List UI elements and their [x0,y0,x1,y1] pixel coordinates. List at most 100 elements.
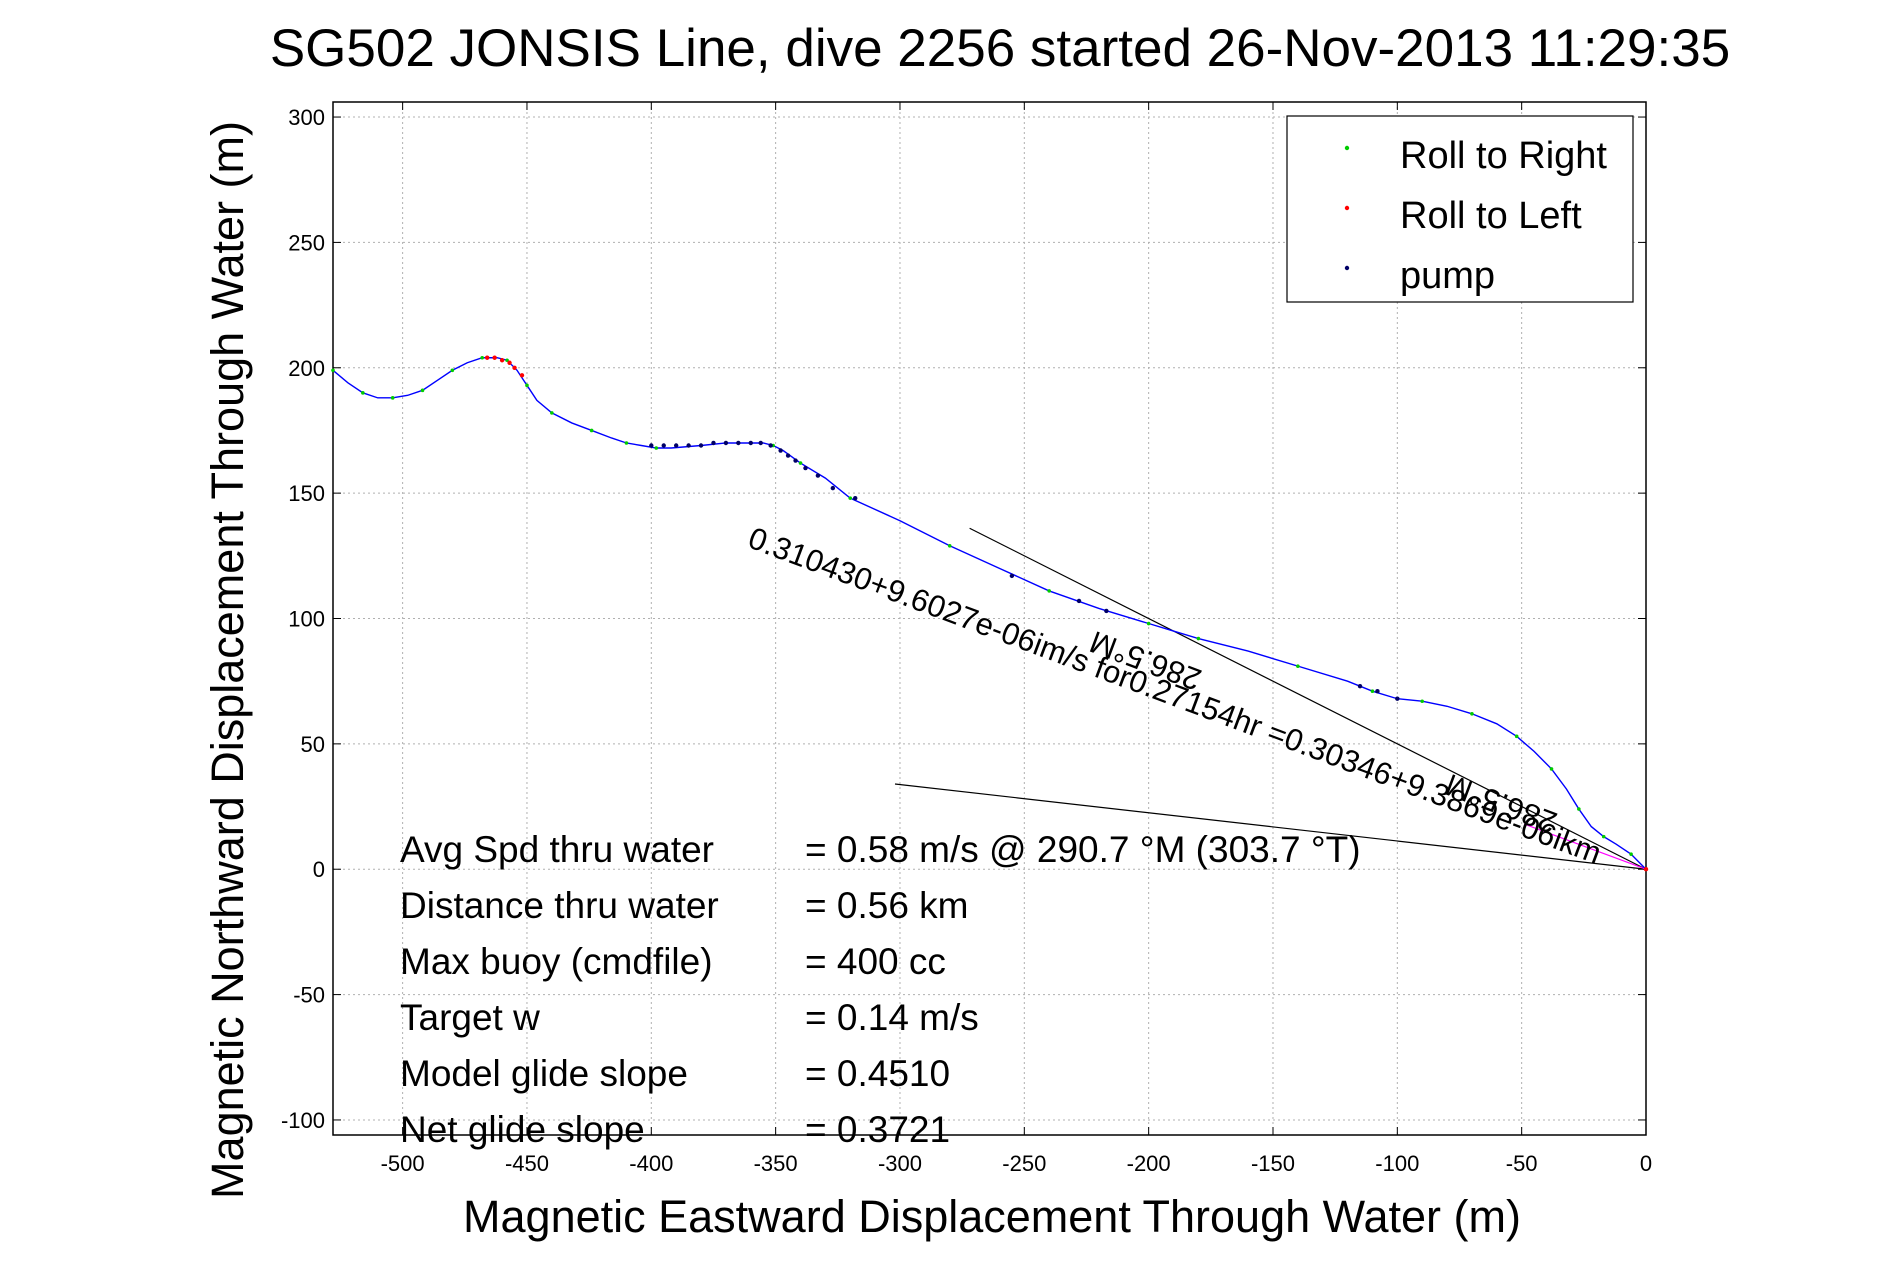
legend-marker [1344,205,1350,211]
stat-value: = 0.56 km [805,885,969,926]
roll-right-point [480,355,485,360]
roll-right-point [848,496,853,500]
roll-right-point [525,383,529,388]
y-tick-label: 50 [301,732,325,757]
roll-right-point [420,388,425,393]
x-tick-label: -200 [1127,1151,1171,1176]
x-tick-label: -300 [878,1151,922,1176]
roll-right-point [1514,734,1519,739]
legend-label: pump [1400,255,1495,297]
roll-right-point [550,411,554,415]
roll-left-point [507,360,512,365]
roll-right-point [654,446,659,450]
pump-point [1375,689,1380,694]
roll-right-point [1296,664,1300,668]
y-tick-label: 250 [288,230,325,255]
pump-point [649,443,654,448]
stat-value: = 400 cc [805,941,946,982]
pump-point [711,440,716,446]
y-tick-label: 0 [313,857,325,882]
pump-point [803,465,808,471]
roll-left-point [512,365,517,370]
x-tick-label: 0 [1640,1151,1652,1176]
legend-label: Roll to Right [1400,135,1607,177]
legend-marker [1344,265,1350,271]
y-tick-label: 200 [288,356,325,381]
roll-left-point [1643,867,1649,872]
x-tick-label: -450 [505,1151,549,1176]
legend: Roll to Right Roll to Left pump [1286,115,1634,303]
pump-point [1076,598,1082,604]
roll-right-point [450,368,455,373]
y-tick-label: 300 [288,105,325,130]
stat-label: Model glide slope [400,1053,688,1094]
pump-point [768,443,773,448]
x-axis-label: Magnetic Eastward Displacement Through W… [463,1191,1521,1242]
pump-point [748,440,753,446]
x-tick-label: -350 [754,1151,798,1176]
roll-right-point [624,441,629,445]
stats-block: Avg Spd thru water = 0.58 m/s @ 290.7 °M … [400,829,1361,1150]
y-tick-label: -50 [293,983,325,1008]
roll-left-point [492,355,497,360]
roll-right-point [1370,689,1375,694]
legend-box [1286,115,1634,303]
pump-point [661,443,666,448]
roll-left-point [484,355,490,360]
y-tick-label: 150 [288,481,325,506]
pump-point [1009,573,1015,579]
stat-label: Net glide slope [400,1109,645,1150]
x-tick-label: -500 [381,1151,425,1176]
pump-point [815,473,821,478]
stat-label: Target w [400,997,540,1038]
roll-right-point [1146,621,1151,626]
tick-labels: -500 -450 -400 -350 -300 -250 -200 -150 -100 -50 0… [281,102,1652,1176]
y-axis-label: Magnetic Northward Displacement Through … [202,121,253,1199]
x-tick-label: -250 [1002,1151,1046,1176]
stat-label: Max buoy (cmdfile) [400,941,713,982]
roll-left-point [519,373,525,378]
roll-right-point [798,461,803,465]
stat-label: Distance thru water [400,885,719,926]
pump-point [778,448,783,453]
pump-point [853,495,858,501]
pump-point [758,440,763,446]
x-tick-label: -100 [1375,1151,1419,1176]
y-tick-label: -100 [281,1108,325,1133]
x-tick-label: -150 [1251,1151,1295,1176]
roll-right-point [390,396,395,400]
roll-right-point [1470,711,1474,716]
roll-right-point [361,391,365,395]
stat-value: = 0.58 m/s @ 290.7 °M (303.7 °T) [805,829,1361,870]
chart-title: SG502 JONSIS Line, dive 2256 started 26-… [270,19,1730,78]
roll-right-point [1629,852,1633,856]
roll-right-point [1601,834,1606,839]
reference-line [969,527,1647,870]
pump-point [736,440,741,446]
reference-line [894,783,1647,870]
legend-label: Roll to Left [1400,195,1582,237]
reference-lines [894,527,1647,870]
pump-point [830,485,836,491]
x-tick-label: -50 [1506,1151,1538,1176]
roll-left-point [499,358,505,363]
roll-right-point [947,543,952,548]
x-tick-label: -400 [629,1151,673,1176]
pump-point [1395,696,1400,701]
pump-point [785,453,791,458]
series [331,355,1649,872]
legend-marker [1344,145,1350,151]
pump-point [698,443,704,448]
stat-value: = 0.3721 [805,1109,950,1150]
roll-right-point [1577,807,1581,811]
reference-line [1523,823,1647,870]
pump-point [686,443,691,448]
roll-right-point [1420,699,1424,704]
stat-value: = 0.14 m/s [805,997,979,1038]
stat-value: = 0.4510 [805,1053,950,1094]
y-tick-label: 100 [288,607,325,632]
roll-right-point [331,368,335,373]
roll-right-point [589,428,594,433]
stat-label: Avg Spd thru water [400,829,714,870]
